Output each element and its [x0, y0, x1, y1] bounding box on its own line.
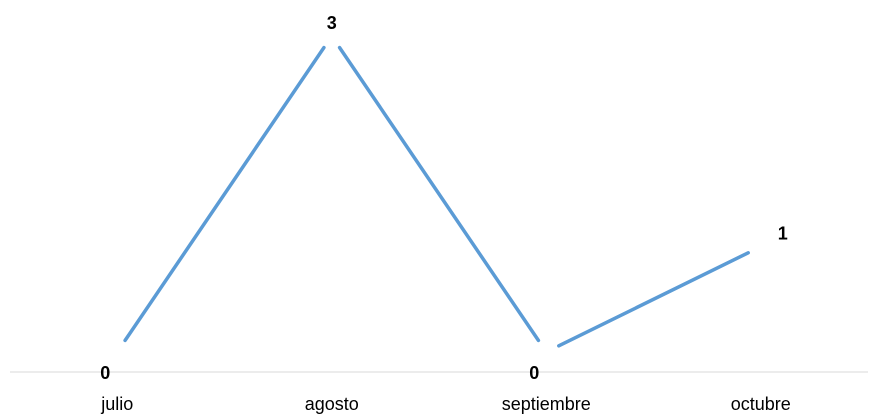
- x-tick-label-agosto: agosto: [305, 394, 359, 414]
- data-label-julio: 0: [100, 363, 110, 383]
- x-tick-label-septiembre: septiembre: [502, 394, 591, 414]
- series-line: [123, 45, 750, 348]
- x-tick-label-octubre: octubre: [731, 394, 791, 414]
- data-label-septiembre: 0: [529, 363, 539, 383]
- data-label-octubre: 1: [778, 224, 788, 244]
- data-labels: 0 3 0 1: [100, 13, 788, 383]
- x-tick-labels: julio agosto septiembre octubre: [100, 394, 791, 414]
- x-tick-label-julio: julio: [100, 394, 133, 414]
- data-label-agosto: 3: [327, 13, 337, 33]
